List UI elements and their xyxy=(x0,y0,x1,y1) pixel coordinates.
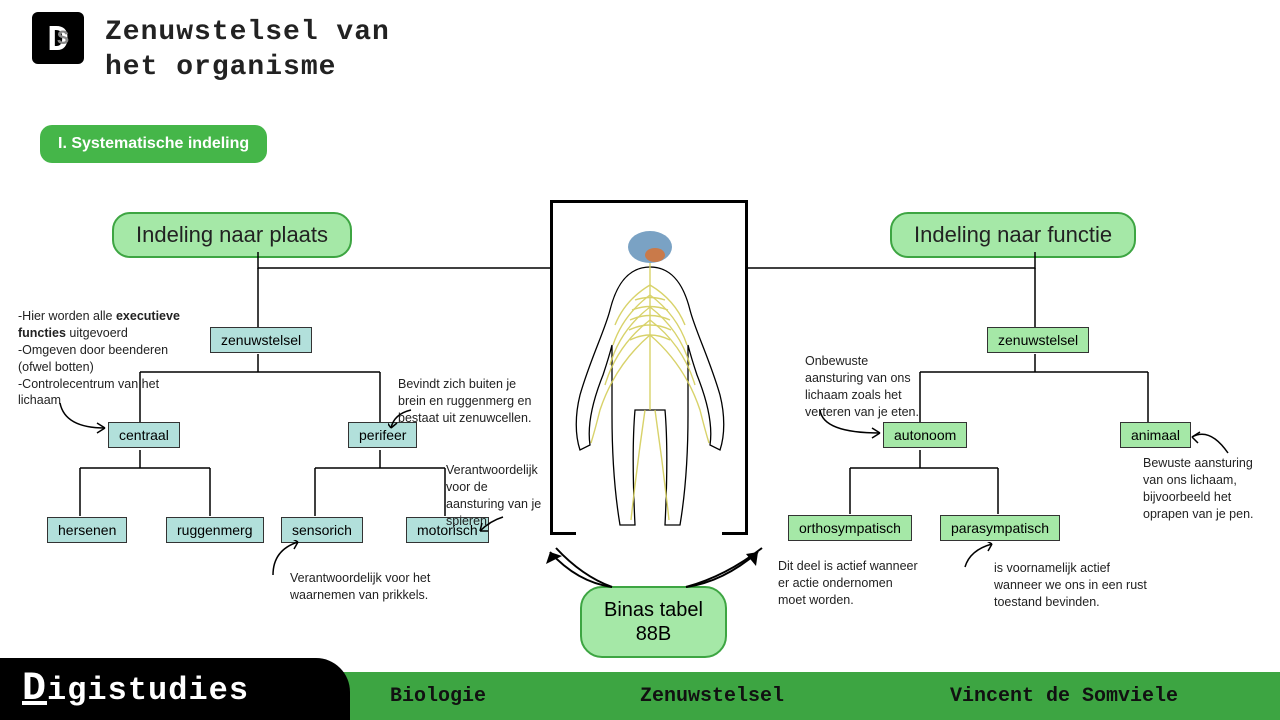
node-right-root: zenuwstelsel xyxy=(987,327,1089,353)
node-autonoom: autonoom xyxy=(883,422,967,448)
binas-arrow-left xyxy=(542,542,622,592)
annot-centraal: -Hier worden alle executieve functies ui… xyxy=(18,308,188,409)
node-hersenen: hersenen xyxy=(47,517,127,543)
annot-sensorich: Verantwoordelijk voor het waarnemen van … xyxy=(290,570,435,604)
node-orthosympatisch: orthosympatisch xyxy=(788,515,912,541)
arrow-autonoom xyxy=(815,408,885,443)
node-animaal: animaal xyxy=(1120,422,1191,448)
right-header-pill: Indeling naar functie xyxy=(890,212,1136,258)
node-ruggenmerg: ruggenmerg xyxy=(166,517,264,543)
human-body-icon xyxy=(555,215,745,535)
binas-pill: Binas tabel 88B xyxy=(580,586,727,658)
arrow-parasympatisch xyxy=(960,542,1000,572)
brand-logo-icon: D S xyxy=(30,10,86,66)
footer-subject: Biologie xyxy=(390,685,640,708)
arrow-perifeer xyxy=(388,408,416,430)
arrow-animaal xyxy=(1190,425,1235,460)
annot-animaal: Bewuste aansturing van ons lichaam, bijv… xyxy=(1143,455,1273,523)
svg-text:S: S xyxy=(57,28,69,51)
left-header-pill: Indeling naar plaats xyxy=(112,212,352,258)
arrow-motorisch xyxy=(478,513,508,543)
page-title: Zenuwstelsel van het organisme xyxy=(105,15,390,85)
annot-orthosympatisch: Dit deel is actief wanneer er actie onde… xyxy=(778,558,918,609)
section-badge: I. Systematische indeling xyxy=(40,125,267,163)
footer-brand-box: Digistudies xyxy=(0,658,350,720)
node-parasympatisch: parasympatisch xyxy=(940,515,1060,541)
annot-perifeer: Bevindt zich buiten je brein en ruggenme… xyxy=(398,376,538,427)
arrow-centraal xyxy=(55,398,115,438)
annot-parasympatisch: is voornamelijk actief wanneer we ons in… xyxy=(994,560,1149,611)
footer-author: Vincent de Somviele xyxy=(950,685,1178,708)
node-left-root: zenuwstelsel xyxy=(210,327,312,353)
arrow-sensorich xyxy=(268,540,303,580)
binas-arrow-right xyxy=(678,542,768,592)
footer-brand-text: Digistudies xyxy=(22,667,249,712)
node-centraal: centraal xyxy=(108,422,180,448)
footer-topic: Zenuwstelsel xyxy=(640,685,950,708)
